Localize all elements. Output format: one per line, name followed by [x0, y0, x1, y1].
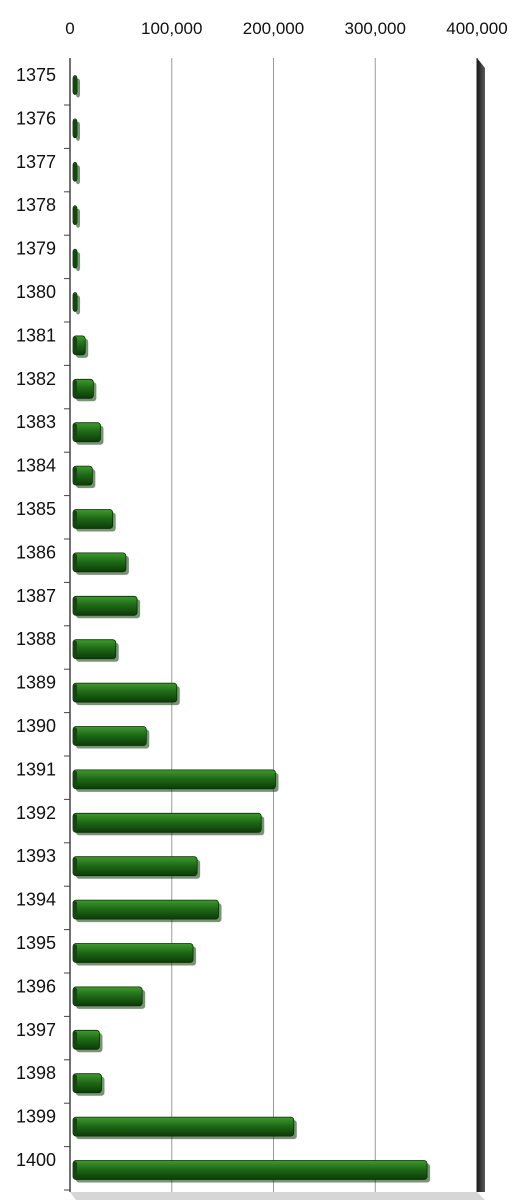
category-label: 1388 — [16, 629, 56, 649]
y-axis-category-labels: 1375 1376 1377 1378 1379 1380 1381 1382 1383 1384… — [16, 65, 70, 1190]
plot-floor — [70, 1192, 485, 1200]
category-label: 1378 — [16, 195, 56, 215]
bar — [73, 770, 278, 792]
category-label: 1393 — [16, 846, 56, 866]
bar — [73, 336, 88, 358]
category-label: 1383 — [16, 412, 56, 432]
category-label: 1384 — [16, 456, 56, 476]
bar — [73, 249, 80, 271]
plot-background — [70, 58, 485, 1200]
bars — [73, 76, 430, 1183]
category-label: 1392 — [16, 803, 56, 823]
category-label: 1385 — [16, 499, 56, 519]
bar — [73, 466, 95, 488]
category-label: 1394 — [16, 890, 56, 910]
x-tick-label: 200,000 — [243, 19, 304, 38]
category-label: 1390 — [16, 716, 56, 736]
x-tick-label: 300,000 — [345, 19, 406, 38]
bar — [73, 206, 80, 228]
bar — [73, 683, 180, 705]
category-label: 1397 — [16, 1020, 56, 1040]
bar — [73, 987, 145, 1009]
bar — [73, 1030, 102, 1052]
category-label: 1387 — [16, 586, 56, 606]
category-label: 1395 — [16, 933, 56, 953]
bar — [73, 1161, 430, 1183]
bar — [73, 423, 103, 445]
category-label: 1376 — [16, 108, 56, 128]
bar — [73, 553, 129, 575]
x-tick-label: 100,000 — [141, 19, 202, 38]
grid-lines — [70, 58, 477, 1192]
category-label: 1396 — [16, 976, 56, 996]
bar — [73, 900, 222, 922]
bar — [73, 293, 80, 315]
category-label: 1381 — [16, 325, 56, 345]
bar — [73, 596, 140, 618]
plot-side-wall — [477, 58, 485, 1192]
category-label: 1380 — [16, 282, 56, 302]
category-label: 1377 — [16, 152, 56, 172]
bar — [73, 857, 200, 879]
bar — [73, 510, 116, 532]
category-label: 1386 — [16, 542, 56, 562]
bar — [73, 813, 264, 835]
bar — [73, 76, 80, 98]
category-label: 1375 — [16, 65, 56, 85]
category-label: 1379 — [16, 239, 56, 259]
bar — [73, 640, 119, 662]
bar — [73, 727, 149, 749]
category-label: 1399 — [16, 1107, 56, 1127]
category-label: 1382 — [16, 369, 56, 389]
category-label: 1400 — [16, 1150, 56, 1170]
x-tick-label: 0 — [65, 19, 74, 38]
bar — [73, 162, 80, 184]
bar — [73, 1074, 104, 1096]
bar — [73, 1117, 297, 1139]
bar — [73, 119, 80, 141]
category-label: 1398 — [16, 1063, 56, 1083]
bar — [73, 379, 96, 401]
category-label: 1391 — [16, 759, 56, 779]
x-tick-label: 400,000 — [446, 19, 507, 38]
category-label: 1389 — [16, 673, 56, 693]
bar — [73, 944, 196, 966]
x-axis-tick-labels: 0 100,000 200,000 300,000 400,000 — [65, 19, 507, 38]
